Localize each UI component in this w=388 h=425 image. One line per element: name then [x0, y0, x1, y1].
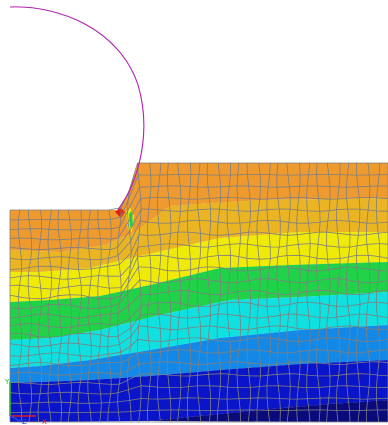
mesh-line-horizontal: [9, 301, 388, 329]
contour-band-7: [10, 360, 388, 422]
mesh-line-horizontal: [9, 231, 388, 270]
mesh-line-horizontal: [9, 397, 388, 404]
mesh-line-horizontal: [9, 349, 388, 367]
triad-z-label: Z: [22, 418, 27, 425]
mesh-line-horizontal: [9, 289, 388, 319]
mesh-line-horizontal: [9, 409, 388, 414]
triad-z-axis: [9, 415, 23, 423]
mesh-line-horizontal: [9, 373, 388, 386]
mesh-grid: [9, 162, 388, 423]
mesh-line-horizontal: [9, 196, 388, 241]
mesh-line-horizontal: [10, 162, 388, 211]
mesh-line-horizontal: [9, 313, 388, 338]
mesh-line-horizontal: [9, 278, 388, 309]
contour-band-8: [150, 400, 388, 422]
mesh-line-horizontal: [9, 266, 388, 300]
deformed-boundary-outline: [9, 6, 145, 211]
mesh-line-horizontal: [9, 361, 388, 376]
contour-band-1: [10, 163, 388, 252]
contour-bands: [10, 163, 388, 422]
mesh-line-horizontal: [9, 185, 388, 231]
contour-peak-red: [115, 208, 125, 218]
mesh-line-horizontal: [9, 385, 388, 395]
mesh-line-horizontal: [9, 219, 388, 260]
coordinate-triad: Y X Z: [4, 378, 47, 425]
triad-y-label: Y: [4, 378, 10, 386]
mesh-line-horizontal: [9, 208, 388, 251]
mesh-line-horizontal: [10, 174, 388, 221]
contour-band-5: [10, 292, 388, 368]
mesh-line-horizontal: [9, 254, 388, 290]
mesh-line-horizontal: [9, 243, 388, 280]
mesh-line-horizontal: [9, 337, 388, 357]
contour-band-2: [10, 198, 388, 272]
triad-x-label: X: [42, 418, 47, 425]
contour-band-4: [10, 262, 388, 340]
mesh-line-horizontal: [9, 325, 388, 348]
contour-band-6: [10, 325, 388, 383]
